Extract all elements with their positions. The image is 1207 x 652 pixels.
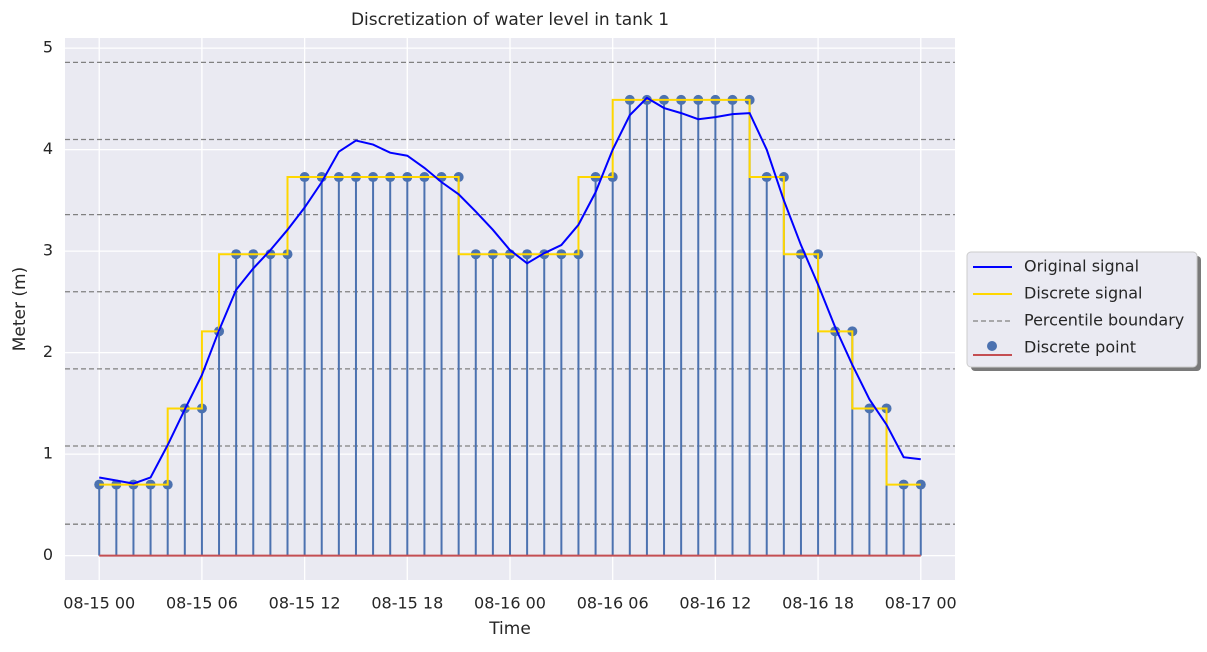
x-axis-label: Time [488,619,531,639]
y-tick-label: 3 [43,241,53,260]
x-tick-label: 08-16 18 [782,594,854,613]
x-tick-label: 08-16 12 [679,594,751,613]
y-tick-label: 1 [43,444,53,463]
legend-label: Discrete signal [1024,284,1143,303]
y-axis-label: Meter (m) [10,267,30,351]
y-tick-label: 0 [43,545,53,564]
chart-title: Discretization of water level in tank 1 [351,10,669,30]
y-tick-label: 5 [43,38,53,57]
x-tick-label: 08-16 06 [577,594,649,613]
x-tick-label: 08-15 06 [166,594,238,613]
x-tick-label: 08-15 12 [269,594,341,613]
x-tick-label: 08-15 18 [371,594,443,613]
legend-label: Original signal [1024,257,1139,276]
x-tick-label: 08-15 00 [63,594,135,613]
step-line [99,98,921,486]
x-tick-label: 08-16 00 [474,594,546,613]
x-tick-label: 08-17 00 [885,594,957,613]
legend-box [966,251,1198,368]
signal-line [99,96,921,485]
y-tick-label: 2 [43,342,53,361]
legend-label: Percentile boundary [1024,311,1184,330]
y-tick-label: 4 [43,139,53,158]
legend-label: Discrete point [1024,338,1136,357]
legend: Original signal Discrete signal Percentile… [966,251,1201,371]
legend-swatch [987,341,997,351]
